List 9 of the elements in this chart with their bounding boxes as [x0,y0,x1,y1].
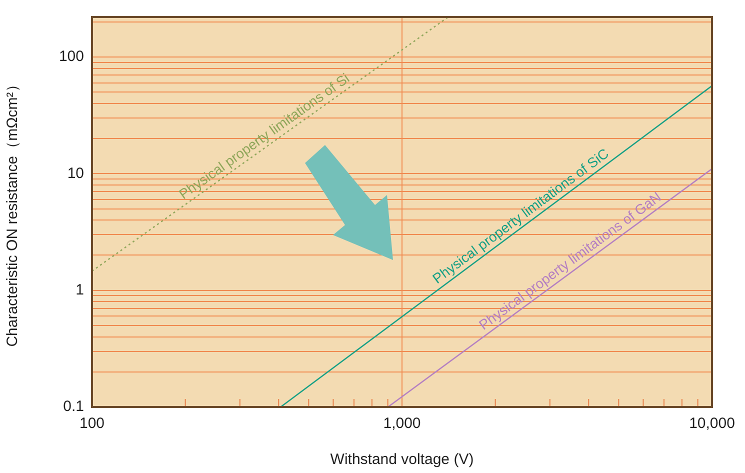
x-tick-label: 10,000 [689,415,735,432]
y-tick-label: 1 [76,281,84,298]
y-axis-title: Characteristic ON resistance（mΩcm²） [4,77,22,347]
y-tick-label: 100 [58,48,84,66]
x-tick-label: 100 [79,415,105,432]
x-axis-title: Withstand voltage (V) [330,451,474,468]
y-tick-label: 10 [67,164,84,182]
x-tick-label: 1,000 [383,415,421,432]
y-tick-label: 0.1 [63,398,84,416]
